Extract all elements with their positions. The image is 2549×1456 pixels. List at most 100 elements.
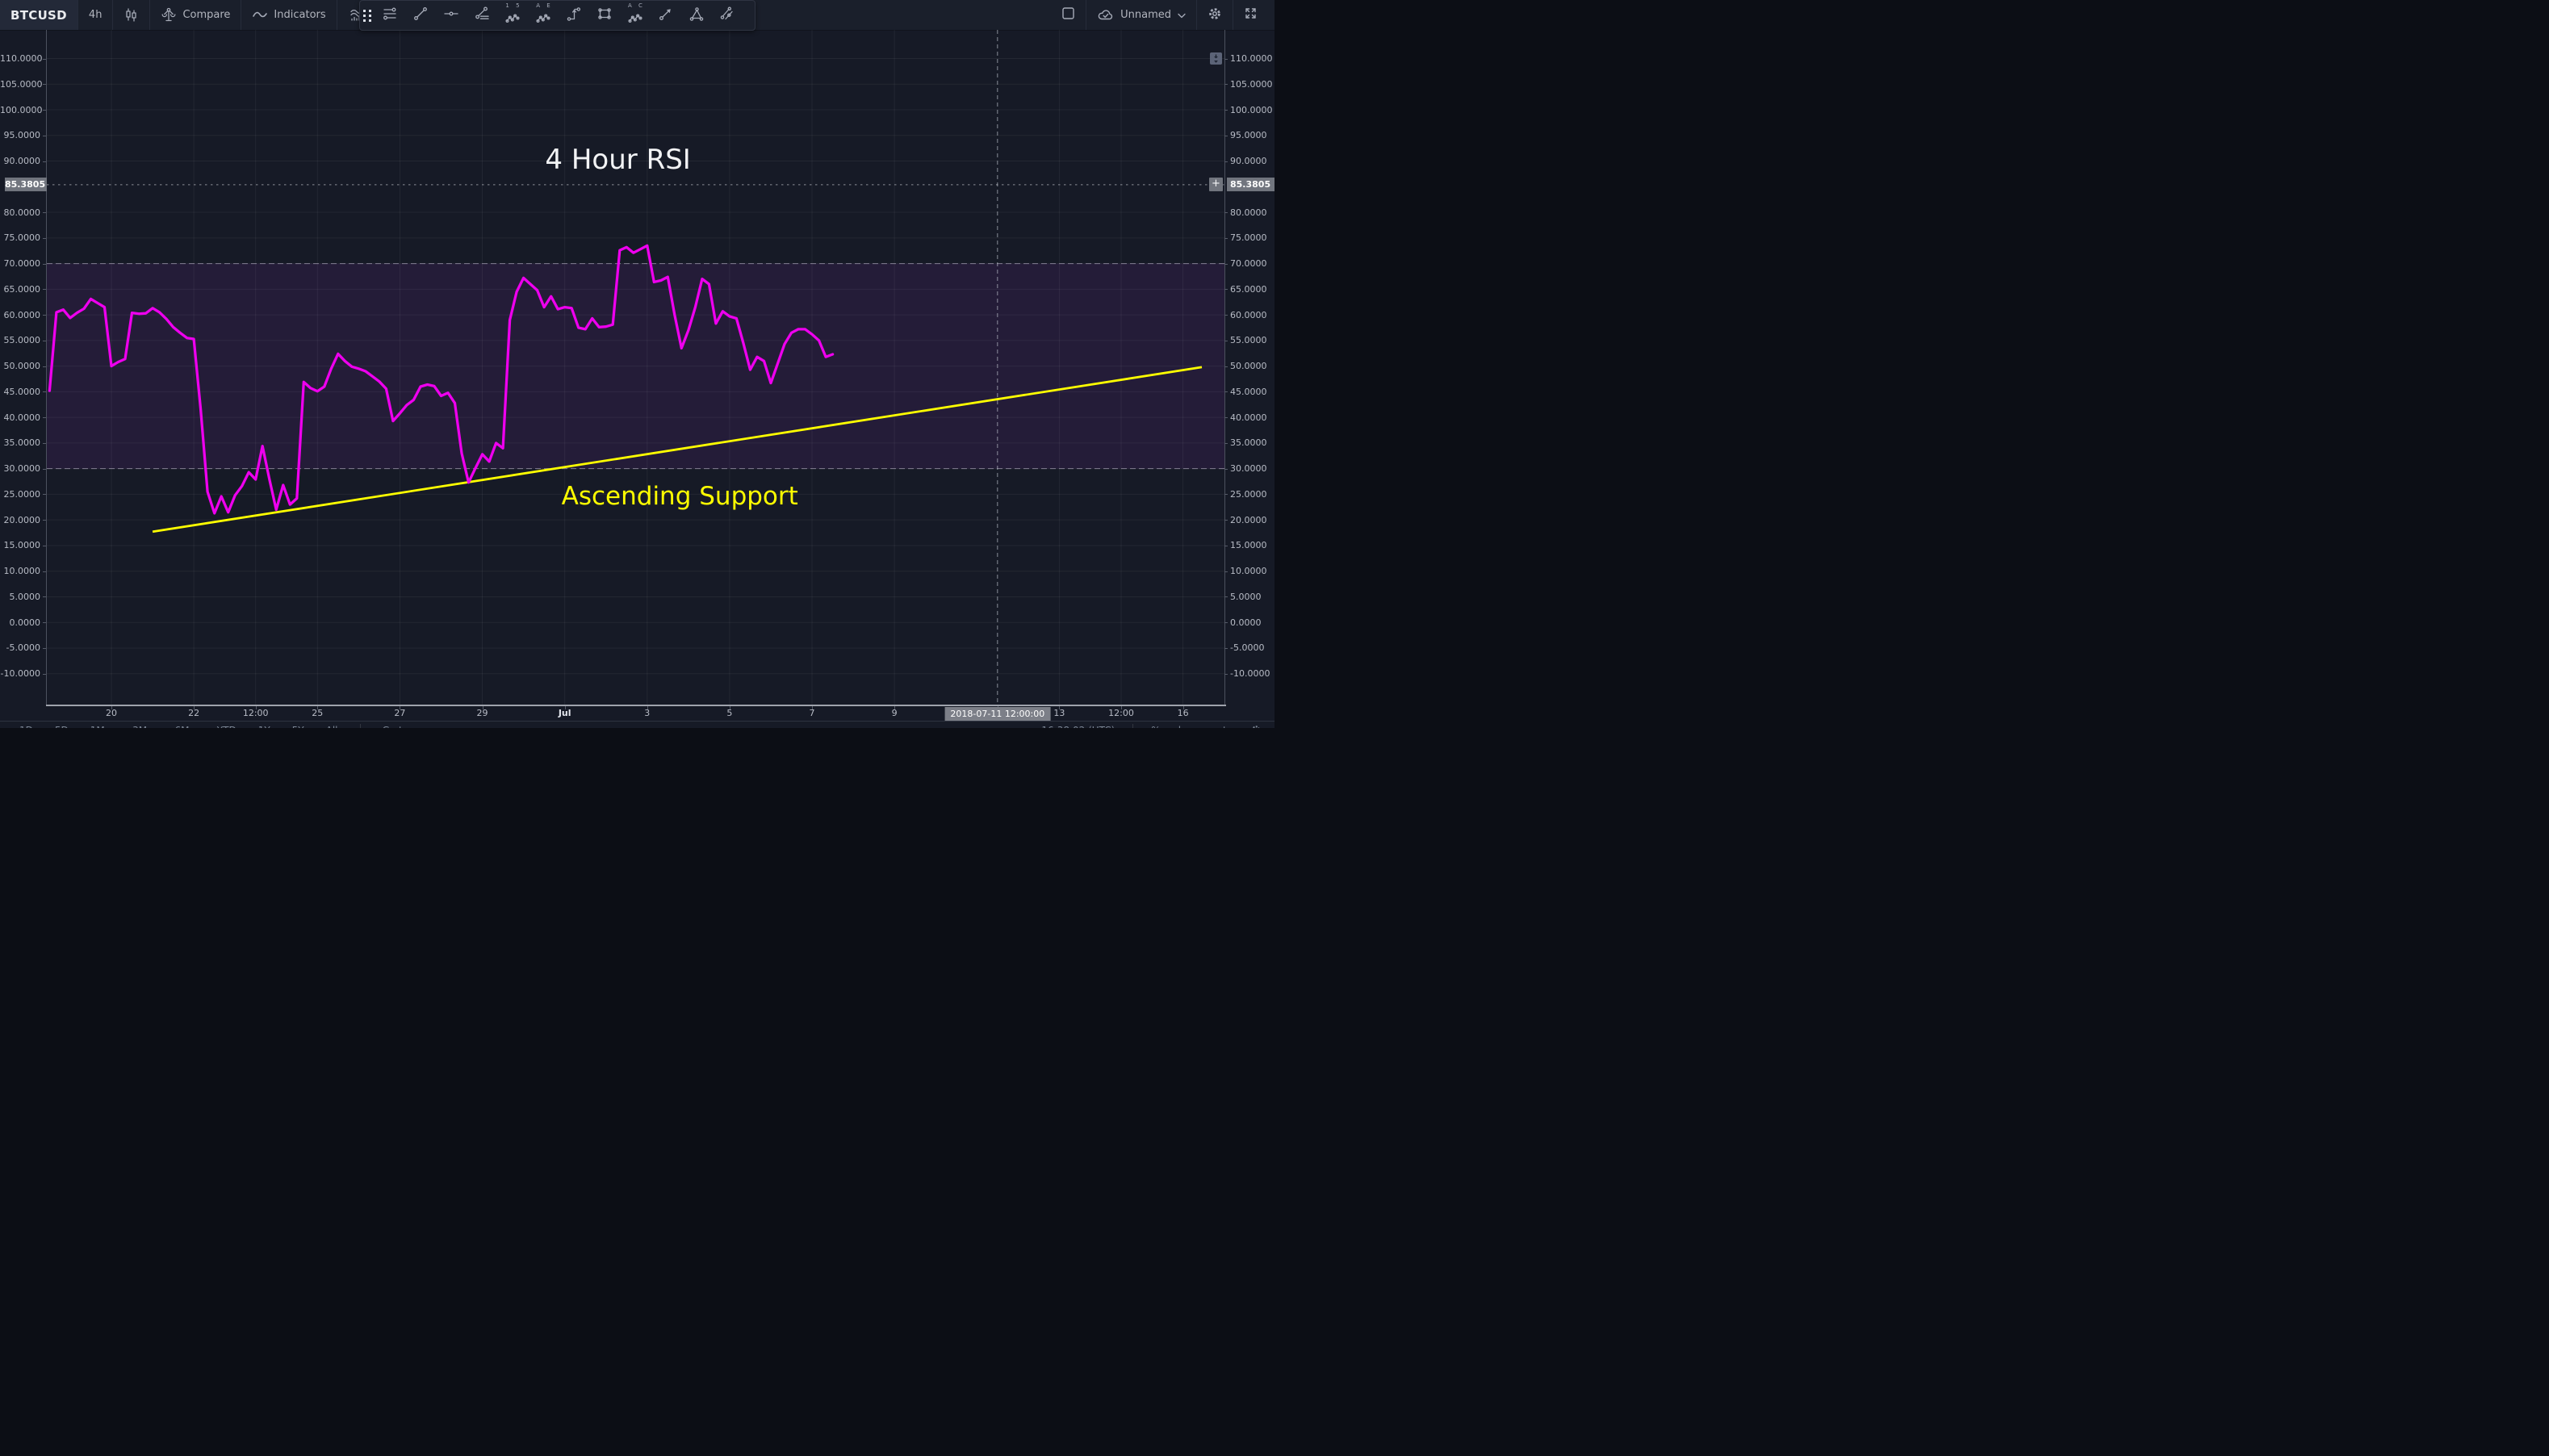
y-axis-label: 50.0000 bbox=[3, 361, 41, 372]
horizontal-line-tool[interactable] bbox=[436, 1, 467, 30]
y-axis-label: 5.0000 bbox=[9, 591, 41, 602]
x-axis-tick bbox=[894, 706, 896, 709]
fullscreen-button[interactable] bbox=[1233, 0, 1268, 30]
log-scale-button[interactable]: log bbox=[1178, 725, 1193, 729]
y-axis-tick bbox=[43, 520, 46, 521]
bottom-right-controls: 16:38:02 (UTC) % log auto bbox=[1041, 724, 1262, 728]
rectangle-icon bbox=[596, 6, 613, 25]
toolbar-divider bbox=[77, 0, 78, 30]
y-axis-tick bbox=[1224, 596, 1228, 598]
y-axis-label: 55.0000 bbox=[3, 335, 41, 346]
ascending-support-line[interactable] bbox=[152, 366, 1203, 533]
merge-scales-button[interactable] bbox=[1210, 52, 1222, 65]
trend-line-tool[interactable] bbox=[405, 1, 436, 30]
y-axis-tick bbox=[43, 622, 46, 624]
chart-title: 4 Hour RSI bbox=[545, 143, 691, 176]
x-axis-tick bbox=[111, 706, 112, 709]
triangle-tool[interactable] bbox=[681, 1, 712, 30]
y-axis-tick bbox=[43, 391, 46, 393]
y-axis-tick bbox=[1224, 110, 1228, 111]
x-axis-tick bbox=[1120, 706, 1122, 709]
clock[interactable]: 16:38:02 (UTC) bbox=[1041, 725, 1115, 729]
y-axis-label: 25.0000 bbox=[3, 488, 41, 500]
range-button-ytd[interactable]: YTD bbox=[217, 725, 236, 729]
y-axis-tick bbox=[43, 571, 46, 572]
support-line-label[interactable]: Ascending Support bbox=[561, 481, 798, 511]
y-axis-tick bbox=[43, 161, 46, 162]
y-axis-label: 60.0000 bbox=[3, 309, 41, 320]
lines-group-tool[interactable] bbox=[375, 1, 405, 30]
x-axis-label: 12:00 bbox=[1108, 708, 1134, 718]
fullscreen-arrows-icon bbox=[1243, 6, 1258, 24]
range-button-all[interactable]: All bbox=[326, 725, 338, 729]
y-axis-tick bbox=[43, 212, 46, 214]
y-axis-label: 40.0000 bbox=[3, 412, 41, 423]
chart-application: BTCUSD 4h bbox=[0, 0, 1274, 728]
pitchfork-tool[interactable] bbox=[467, 1, 497, 30]
abcd-pattern-badge: A C bbox=[628, 2, 645, 9]
right-price-axis-line bbox=[1224, 30, 1225, 705]
top-toolbar-left: BTCUSD 4h bbox=[0, 0, 388, 30]
arrow-tool[interactable] bbox=[651, 1, 681, 30]
xabcd-pattern-tool[interactable]: A E bbox=[528, 1, 559, 30]
y-axis-tick bbox=[43, 494, 46, 496]
abcd-pattern-tool[interactable]: A C bbox=[620, 1, 651, 30]
y-axis-label: 100.0000 bbox=[0, 104, 43, 115]
parallel-channel-tool[interactable] bbox=[712, 1, 743, 30]
y-axis-label: 0.0000 bbox=[9, 617, 41, 628]
interval-button[interactable]: 4h bbox=[88, 9, 103, 21]
y-axis-tick bbox=[43, 263, 46, 265]
chevron-down-icon bbox=[1178, 13, 1186, 19]
y-axis-label: 40.0000 bbox=[1230, 412, 1267, 423]
range-button-1mo[interactable]: 1Mo bbox=[90, 725, 111, 729]
rsi-line[interactable] bbox=[48, 244, 835, 515]
toolbar-divider bbox=[112, 0, 114, 30]
y-axis-tick bbox=[1224, 366, 1228, 367]
gear-icon bbox=[1207, 6, 1223, 25]
saved-layout-button[interactable]: Unnamed bbox=[1086, 0, 1196, 30]
y-axis-label: 95.0000 bbox=[3, 130, 41, 141]
y-axis-tick bbox=[43, 110, 46, 111]
y-axis-tick bbox=[1224, 442, 1228, 444]
symbol-button[interactable]: BTCUSD bbox=[0, 0, 77, 30]
add-alert-plus-button[interactable]: + bbox=[1209, 178, 1223, 192]
range-button-1d[interactable]: 1D bbox=[19, 725, 33, 729]
y-axis-tick bbox=[1224, 622, 1228, 624]
range-button-3mo[interactable]: 3Mo bbox=[132, 725, 153, 729]
y-axis-tick bbox=[1224, 237, 1228, 239]
y-axis-label: 75.0000 bbox=[1230, 232, 1267, 244]
abcd-pattern-icon bbox=[627, 4, 643, 27]
percent-scale-button[interactable]: % bbox=[1151, 725, 1160, 729]
projection-icon bbox=[566, 6, 582, 25]
x-axis-tick bbox=[317, 706, 319, 709]
y-axis-label: 95.0000 bbox=[1230, 130, 1267, 141]
xabcd-pattern-icon bbox=[535, 4, 551, 27]
range-button-5y[interactable]: 5Y bbox=[292, 725, 304, 729]
range-button-6mo[interactable]: 6Mo bbox=[174, 725, 195, 729]
range-button-5d[interactable]: 5D bbox=[55, 725, 69, 729]
candlestick-icon bbox=[123, 7, 139, 23]
axis-settings-gear-icon[interactable] bbox=[1250, 724, 1262, 728]
y-axis-label: 90.0000 bbox=[3, 156, 41, 167]
y-axis-label: 105.0000 bbox=[1230, 78, 1273, 90]
elliott-wave-tool[interactable]: 1 5 bbox=[497, 1, 528, 30]
y-axis-tick bbox=[1224, 212, 1228, 214]
layout-button[interactable] bbox=[1051, 0, 1086, 30]
go-to-button[interactable]: Go to bbox=[383, 725, 409, 729]
range-button-1y[interactable]: 1Y bbox=[258, 725, 270, 729]
x-axis-label: 22 bbox=[188, 708, 200, 718]
drawing-toolbar-drag-handle[interactable] bbox=[360, 1, 375, 30]
x-axis-tick bbox=[564, 706, 566, 709]
y-axis-label: 75.0000 bbox=[3, 232, 41, 244]
chart-style-button[interactable] bbox=[113, 0, 149, 30]
compare-button[interactable]: Compare bbox=[150, 0, 241, 30]
projection-tool[interactable] bbox=[559, 1, 589, 30]
rsi-plot[interactable] bbox=[47, 30, 1224, 705]
rectangle-tool[interactable] bbox=[589, 1, 620, 30]
y-axis-tick bbox=[43, 84, 46, 86]
settings-button[interactable] bbox=[1197, 0, 1233, 30]
y-axis-tick bbox=[1224, 263, 1228, 265]
indicators-button[interactable]: Indicators bbox=[241, 0, 336, 30]
auto-scale-button[interactable]: auto bbox=[1211, 725, 1233, 729]
cloud-saved-icon bbox=[1097, 7, 1115, 23]
